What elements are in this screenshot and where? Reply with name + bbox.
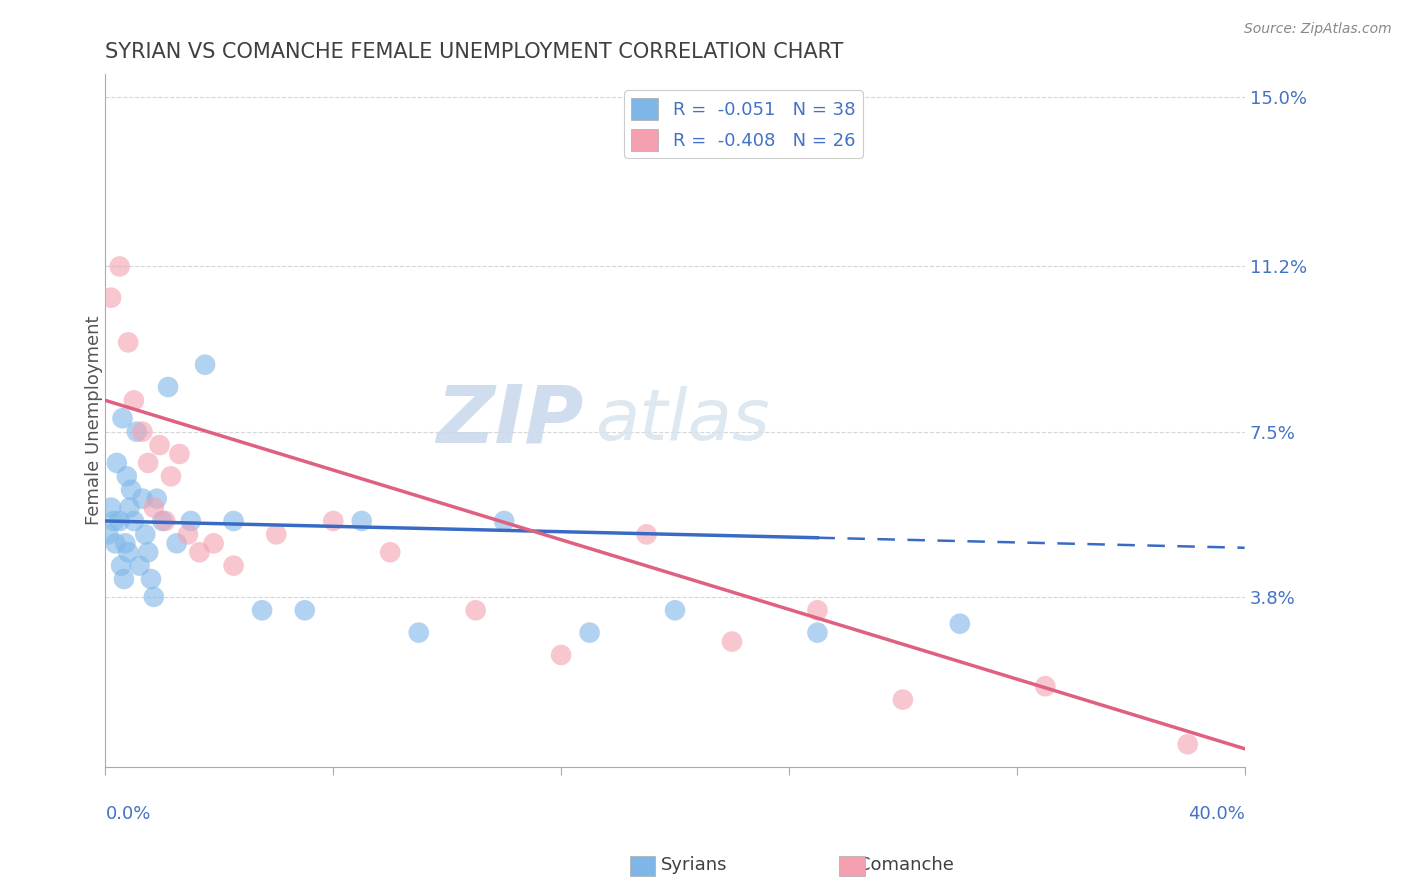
Point: [112, 572, 135, 586]
Point: [322, 514, 344, 528]
Point: [100, 500, 122, 515]
Point: [150, 514, 173, 528]
Y-axis label: Female Unemployment: Female Unemployment: [86, 316, 103, 525]
Point: [145, 491, 167, 506]
Point: [664, 603, 686, 617]
Point: [120, 483, 142, 497]
Point: [117, 335, 139, 350]
Point: [550, 648, 572, 662]
Text: ZIP: ZIP: [436, 382, 583, 459]
Point: [202, 536, 225, 550]
Point: [177, 527, 200, 541]
Text: Source: ZipAtlas.com: Source: ZipAtlas.com: [1244, 22, 1392, 37]
Point: [1177, 737, 1199, 751]
Point: [294, 603, 316, 617]
Point: [134, 527, 156, 541]
Point: [122, 514, 145, 528]
Point: [1033, 679, 1056, 693]
Point: [180, 514, 202, 528]
Text: atlas: atlas: [595, 386, 770, 455]
Point: [118, 500, 141, 515]
Point: [103, 514, 125, 528]
Point: [108, 514, 131, 528]
Point: [131, 425, 153, 439]
Legend: R =  -0.051   N = 38, R =  -0.408   N = 26: R = -0.051 N = 38, R = -0.408 N = 26: [624, 90, 863, 158]
Point: [117, 545, 139, 559]
Point: [142, 590, 165, 604]
Point: [155, 514, 177, 528]
Point: [114, 536, 136, 550]
Point: [110, 558, 132, 573]
Point: [115, 469, 138, 483]
Point: [194, 358, 217, 372]
Point: [408, 625, 430, 640]
Point: [578, 625, 600, 640]
Point: [139, 572, 162, 586]
Point: [157, 380, 180, 394]
Point: [104, 536, 127, 550]
Point: [136, 545, 159, 559]
Point: [166, 536, 188, 550]
Point: [464, 603, 486, 617]
Point: [891, 692, 914, 706]
Point: [97, 527, 120, 541]
Point: [222, 558, 245, 573]
Point: [806, 603, 828, 617]
Point: [131, 491, 153, 506]
Point: [142, 500, 165, 515]
Point: [100, 291, 122, 305]
Point: [721, 634, 744, 648]
Point: [949, 616, 972, 631]
Point: [122, 393, 145, 408]
Point: [250, 603, 273, 617]
Point: [136, 456, 159, 470]
Point: [111, 411, 134, 425]
Text: 0.0%: 0.0%: [105, 805, 150, 823]
Text: Comanche: Comanche: [858, 856, 953, 874]
Point: [125, 425, 148, 439]
Point: [148, 438, 170, 452]
Point: [105, 456, 128, 470]
Point: [806, 625, 828, 640]
Point: [222, 514, 245, 528]
Point: [169, 447, 191, 461]
Point: [494, 514, 516, 528]
Point: [636, 527, 658, 541]
Text: SYRIAN VS COMANCHE FEMALE UNEMPLOYMENT CORRELATION CHART: SYRIAN VS COMANCHE FEMALE UNEMPLOYMENT C…: [105, 42, 844, 62]
Point: [350, 514, 373, 528]
Point: [188, 545, 211, 559]
Point: [108, 260, 131, 274]
Point: [128, 558, 150, 573]
Text: Syrians: Syrians: [661, 856, 727, 874]
Point: [266, 527, 288, 541]
Point: [380, 545, 402, 559]
Text: 40.0%: 40.0%: [1188, 805, 1244, 823]
Point: [160, 469, 183, 483]
